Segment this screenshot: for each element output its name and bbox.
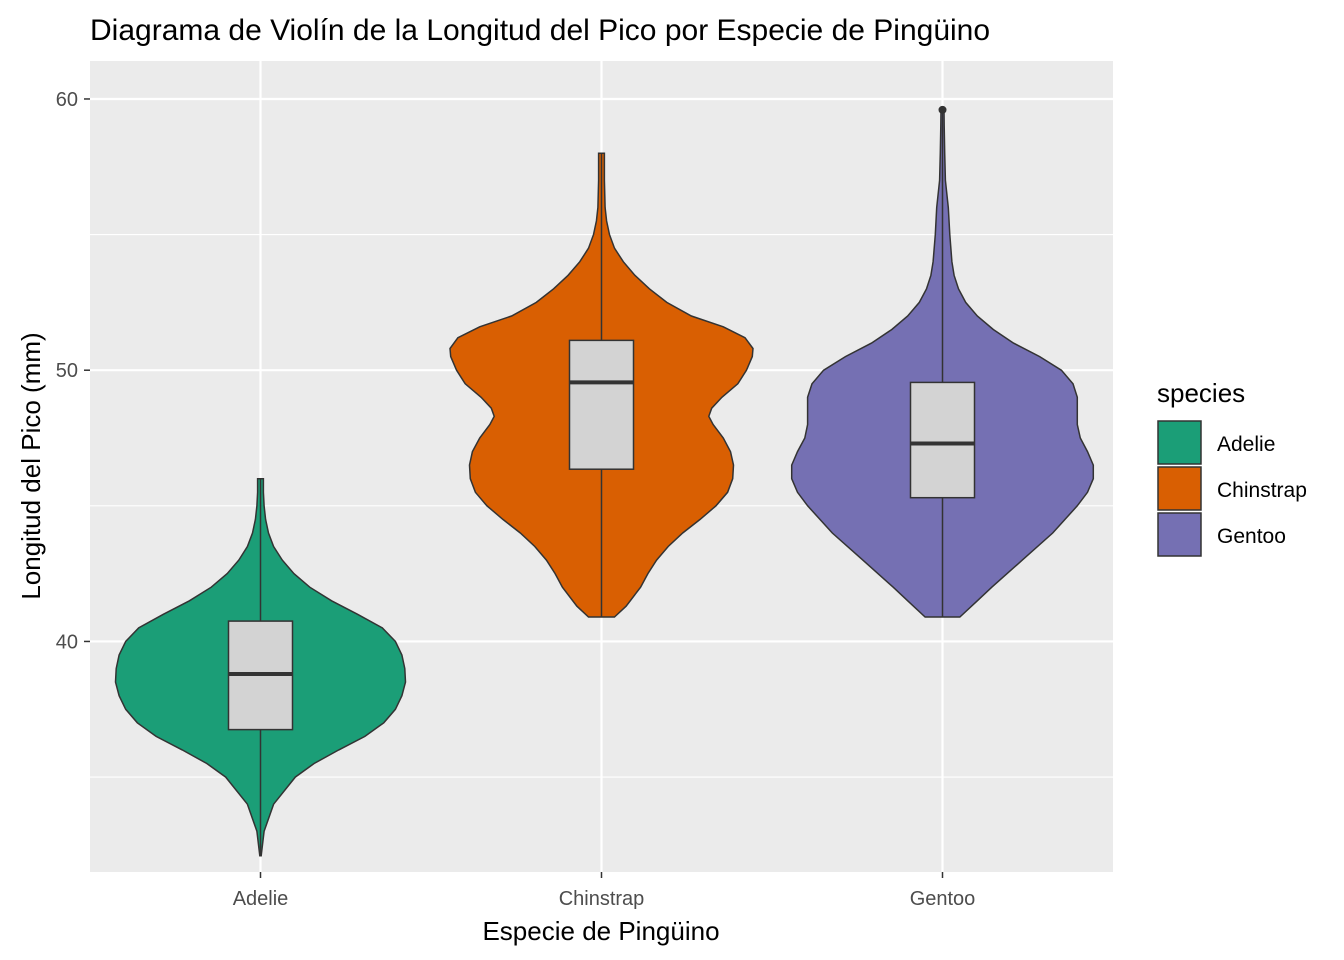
legend-label-adelie: Adelie xyxy=(1217,433,1275,456)
x-tick-label: Gentoo xyxy=(910,888,976,910)
legend-title: species xyxy=(1157,378,1245,408)
legend: species Adelie Chinstrap Gentoo xyxy=(1157,378,1307,557)
box-chinstrap xyxy=(568,339,635,470)
legend-swatch-adelie xyxy=(1157,420,1202,465)
box-gentoo xyxy=(909,381,976,499)
y-tick-label: 40 xyxy=(56,631,78,653)
y-tick-label: 50 xyxy=(56,360,78,382)
x-tick-label: Adelie xyxy=(233,888,289,910)
outlier-point xyxy=(938,105,947,114)
y-axis-title: Longitud del Pico (mm) xyxy=(16,332,46,599)
x-tick-label: Chinstrap xyxy=(559,888,645,910)
violins xyxy=(114,105,1095,857)
x-axis-title: Especie de Pingüino xyxy=(482,916,719,946)
y-tick-label: 60 xyxy=(56,89,78,111)
axes: 40 50 60 Adelie Chinstrap Gentoo xyxy=(56,89,976,910)
legend-swatch-gentoo xyxy=(1157,512,1202,557)
chart-title: Diagrama de Violín de la Longitud del Pi… xyxy=(90,14,990,47)
legend-label-gentoo: Gentoo xyxy=(1217,525,1286,548)
legend-swatch-chinstrap xyxy=(1157,466,1202,511)
legend-label-chinstrap: Chinstrap xyxy=(1217,479,1307,502)
